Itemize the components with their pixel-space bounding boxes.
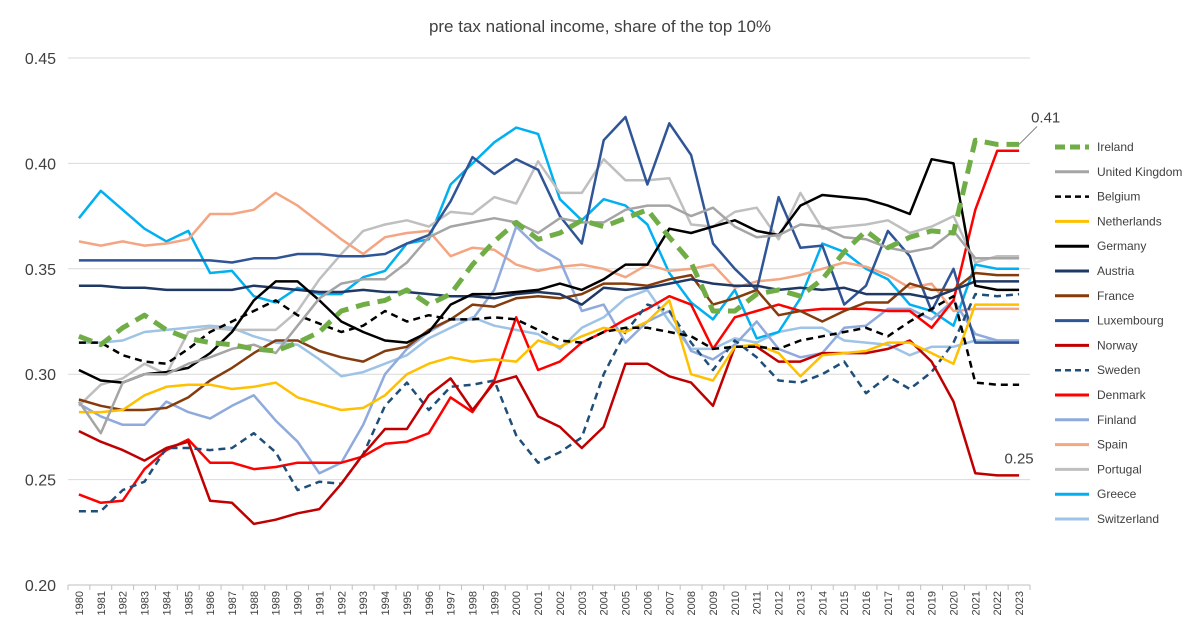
series-line-france xyxy=(78,271,1020,412)
series-line-sweden xyxy=(78,292,1020,513)
x-tick-label: 1988 xyxy=(249,591,261,615)
x-tick-label: 2002 xyxy=(555,591,567,615)
legend-label: Sweden xyxy=(1097,363,1140,377)
x-tick-label: 2012 xyxy=(774,591,786,615)
x-tick-label: 2005 xyxy=(621,591,633,615)
series-line-netherlands xyxy=(78,299,1020,414)
legend-label: Belgium xyxy=(1097,190,1140,204)
legend-label: Switzerland xyxy=(1097,512,1159,526)
x-tick-label: 2010 xyxy=(730,591,742,615)
y-tick-label: 0.25 xyxy=(25,473,56,490)
x-tick-label: 2008 xyxy=(686,591,698,615)
legend-label: United Kingdom xyxy=(1097,165,1182,179)
annotations: 0.41 0.25 xyxy=(1004,109,1060,467)
series-line-belgium xyxy=(78,294,1020,386)
x-tick-label: 2016 xyxy=(861,591,873,615)
legend-label: France xyxy=(1097,289,1135,303)
x-tick-label: 1999 xyxy=(489,591,501,615)
x-tick-label: 1982 xyxy=(118,591,130,615)
x-tick-label: 1995 xyxy=(402,591,414,615)
legend-label: Netherlands xyxy=(1097,214,1162,228)
x-tick-label: 1983 xyxy=(140,591,152,615)
x-tick-label: 2013 xyxy=(795,591,807,615)
x-tick-label: 2019 xyxy=(927,591,939,615)
series-line-spain xyxy=(78,191,1020,313)
y-axis: 0.20 0.25 0.30 0.35 0.40 0.45 xyxy=(25,51,56,595)
legend-label: Austria xyxy=(1097,264,1135,278)
y-tick-label: 0.40 xyxy=(25,156,56,173)
legend-label: Denmark xyxy=(1097,388,1147,402)
x-tick-label: 2007 xyxy=(664,591,676,615)
x-tick-label: 1989 xyxy=(271,591,283,615)
x-tick-label: 1986 xyxy=(205,591,217,615)
legend-label: Portugal xyxy=(1097,462,1142,476)
y-tick-label: 0.35 xyxy=(25,262,56,279)
x-tick-label: 2004 xyxy=(599,591,611,615)
legend-label: Norway xyxy=(1097,338,1138,352)
x-tick-label: 1993 xyxy=(358,591,370,615)
x-tick-label: 1980 xyxy=(74,591,86,615)
series-lines xyxy=(77,115,1020,526)
series-line-germany xyxy=(78,157,1020,384)
annotation-label: 0.41 xyxy=(1031,109,1060,126)
legend-label: Ireland xyxy=(1097,140,1134,154)
x-tick-label: 1981 xyxy=(96,591,108,615)
x-tick-label: 1985 xyxy=(183,591,195,615)
x-tick-label: 1992 xyxy=(336,591,348,615)
x-axis: 1980 1981 1982 1983 1984 1985 1986 1987 1988 1989… xyxy=(67,584,1031,615)
series-line-united-kingdom xyxy=(77,204,1020,435)
legend-label: Finland xyxy=(1097,413,1136,427)
legend: Ireland United Kingdom Belgium Netherlands G… xyxy=(1055,140,1182,526)
x-tick-label: 2018 xyxy=(905,591,917,615)
x-tick-label: 1994 xyxy=(380,591,392,615)
chart-title: pre tax national income, share of the to… xyxy=(429,17,771,36)
x-tick-label: 2011 xyxy=(752,591,764,615)
legend-label: Luxembourg xyxy=(1097,314,1164,328)
x-tick-label: 2021 xyxy=(970,591,982,615)
x-tick-label: 2015 xyxy=(839,591,851,615)
annotation-label: 0.25 xyxy=(1004,450,1033,467)
x-tick-label: 2000 xyxy=(511,591,523,615)
legend-label: Germany xyxy=(1097,239,1146,253)
x-tick-label: 2006 xyxy=(642,591,654,615)
legend-label: Greece xyxy=(1097,487,1137,501)
series-line-denmark xyxy=(78,149,1020,505)
series-line-norway xyxy=(78,339,1020,526)
x-tick-label: 1996 xyxy=(424,591,436,615)
x-tick-label: 2022 xyxy=(992,591,1004,615)
x-tick-label: 2014 xyxy=(817,591,829,615)
series-line-portugal xyxy=(78,157,1020,407)
y-tick-label: 0.45 xyxy=(25,51,56,68)
x-tick-label: 1997 xyxy=(446,591,458,615)
x-tick-label: 1984 xyxy=(161,591,173,615)
series-line-finland xyxy=(78,225,1020,475)
legend-label: Spain xyxy=(1097,438,1128,452)
series-line-austria xyxy=(78,278,1020,306)
x-tick-label: 1991 xyxy=(314,591,326,615)
x-tick-label: 2020 xyxy=(948,591,960,615)
x-tick-label: 2003 xyxy=(577,591,589,615)
x-tick-label: 1998 xyxy=(467,591,479,615)
y-tick-label: 0.20 xyxy=(25,578,56,595)
annotation-leader xyxy=(1018,126,1038,145)
x-tick-label: 2001 xyxy=(533,591,545,615)
x-tick-label: 1990 xyxy=(293,591,305,615)
x-tick-label: 1987 xyxy=(227,591,239,615)
x-tick-label: 2017 xyxy=(883,591,895,615)
y-tick-label: 0.30 xyxy=(25,367,56,384)
x-tick-label: 2023 xyxy=(1014,591,1026,615)
x-tick-label: 2009 xyxy=(708,591,720,615)
series-line-ireland xyxy=(78,137,1020,354)
series-line-luxembourg xyxy=(78,115,1020,344)
